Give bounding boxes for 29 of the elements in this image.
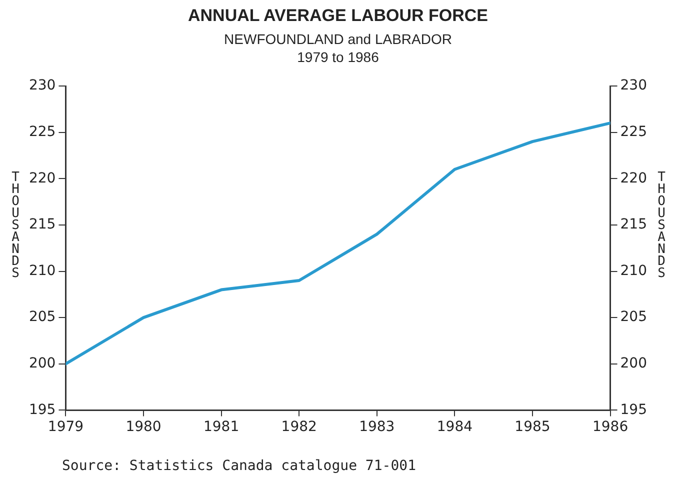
y2-tick-label: 220 — [620, 170, 648, 186]
y-tick-label: 215 — [28, 216, 56, 233]
chart-title: ANNUAL AVERAGE LABOUR FORCE — [186, 6, 490, 26]
y2-axis-title: THOUSANDS — [654, 170, 669, 278]
x-tick-label: 1983 — [359, 419, 395, 436]
y2-tick-label: 195 — [620, 402, 648, 418]
x-tick-label: 1979 — [48, 419, 84, 436]
y2-tick-label: 225 — [620, 124, 648, 140]
y2-tick-label: 230 — [620, 78, 648, 94]
y-tick-label: 200 — [28, 356, 56, 372]
y-tick-label: 205 — [28, 309, 56, 326]
y-axis-title: THOUSANDS — [8, 170, 23, 278]
y-tick-label: 230 — [28, 78, 56, 94]
y2-tick-label: 200 — [620, 356, 648, 372]
y2-tick-label: 210 — [620, 262, 648, 279]
y-tick-label: 225 — [28, 124, 56, 140]
y-tick-label: 210 — [28, 262, 56, 279]
x-tick-label: 1985 — [514, 419, 550, 436]
y2-tick-label: 215 — [620, 216, 648, 233]
y-tick-label: 220 — [28, 170, 56, 186]
chart-subtitle: NEWFOUNDLAND and LABRADOR 1979 to 1986 — [223, 30, 453, 66]
x-tick-label: 1982 — [281, 419, 317, 436]
x-tick-label: 1986 — [592, 419, 628, 436]
y-tick-label: 195 — [28, 402, 56, 418]
y2-tick-label: 205 — [620, 309, 648, 326]
x-tick-label: 1980 — [126, 419, 162, 436]
x-tick-label: 1984 — [436, 419, 473, 436]
source-note: Source: Statistics Canada catalogue 71-001 — [62, 458, 416, 474]
x-tick-label: 1981 — [203, 419, 240, 436]
